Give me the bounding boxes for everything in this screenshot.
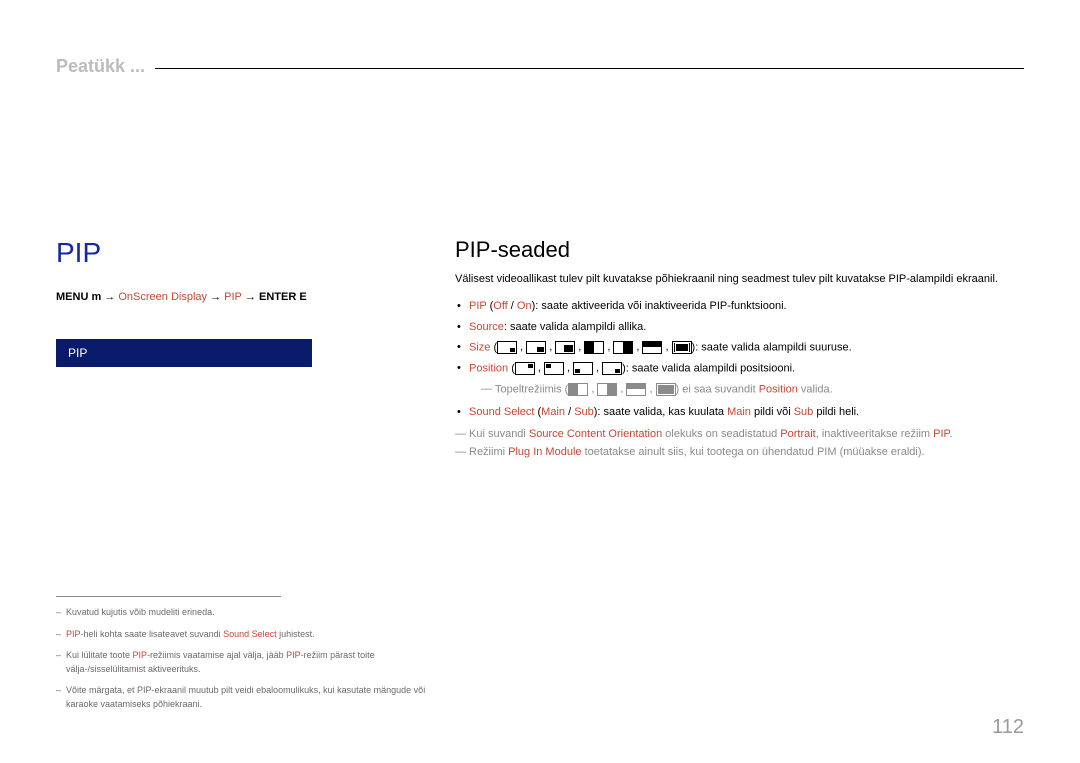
- n1-pre: Kui suvandi: [469, 428, 529, 440]
- arrow-icon: →: [104, 291, 115, 303]
- n1-mid: olekuks on seadistatud: [662, 428, 780, 440]
- fn3-pip1: PIP: [133, 650, 148, 660]
- fn3-mid: -režiimis vaatamise ajal välja, jääb: [147, 650, 286, 660]
- b1-on: On: [517, 300, 532, 312]
- b2-label: Source: [469, 321, 504, 333]
- sub-end: valida.: [798, 384, 833, 396]
- note-orientation: Kui suvandi Source Content Orientation o…: [455, 428, 1024, 440]
- b5-m1t: pildi või: [751, 406, 794, 418]
- menu-path: MENU m → OnScreen Display → PIP → ENTER …: [56, 291, 396, 303]
- b5-label: Sound Select: [469, 406, 534, 418]
- menu-suffix: ENTER E: [259, 291, 307, 303]
- pip-heading: PIP: [56, 237, 396, 269]
- intro-text: Välisest videoallikast tulev pilt kuvata…: [455, 273, 1024, 285]
- b5-m1: Main: [727, 406, 751, 418]
- b5-m2: Sub: [794, 406, 814, 418]
- sub-icon: [626, 383, 646, 396]
- footnote-4: Võite märgata, et PIP-ekraanil muutub pi…: [56, 684, 436, 711]
- position-subnote: Topeltrežiimis ( , , , ) ei saa suvandit…: [469, 380, 1024, 399]
- sub-acc: Position: [759, 384, 798, 396]
- chapter-label: Peatükk ...: [56, 56, 155, 77]
- arrow-icon: →: [210, 291, 221, 303]
- n1-mid2: , inaktiveeritakse režiim: [816, 428, 933, 440]
- fn2-pip: PIP: [66, 629, 81, 639]
- pip-box-label: PIP: [68, 346, 87, 360]
- b5-sep: /: [565, 406, 574, 418]
- sub-icon: [597, 383, 617, 396]
- page-number: 112: [992, 716, 1024, 739]
- n2-post: toetatakse ainult siis, kui tootega on ü…: [582, 446, 925, 458]
- b5-main: Main: [541, 406, 565, 418]
- footnote-rule: [56, 596, 281, 597]
- position-icons: , , ,: [515, 359, 622, 378]
- right-column: PIP-seaded Välisest videoallikast tulev …: [455, 237, 1024, 458]
- b1-off: Off: [493, 300, 507, 312]
- menu-seg-pip: PIP: [224, 291, 242, 303]
- size-icon: [613, 341, 633, 354]
- b4-label: Position: [469, 363, 508, 375]
- footnote-3: Kui lülitate toote PIP-režiimis vaatamis…: [56, 649, 436, 676]
- section-title: PIP-seaded: [455, 237, 1024, 263]
- size-icon: [526, 341, 546, 354]
- fn2-post: juhistest.: [277, 629, 315, 639]
- fn2-mid: -heli kohta saate lisateavet suvandi: [81, 629, 224, 639]
- n1-end: .: [949, 428, 952, 440]
- menu-seg-onscreen: OnScreen Display: [118, 291, 207, 303]
- b4-post: : saate valida alampildi positsiooni.: [626, 363, 795, 375]
- footnote-2: PIP-heli kohta saate lisateavet suvandi …: [56, 628, 436, 642]
- bullet-list: PIP (Off / On): saate aktiveerida või in…: [455, 297, 1024, 422]
- size-icon: [555, 341, 575, 354]
- pos-icon: [573, 362, 593, 375]
- b2-post: : saate valida alampildi allika.: [504, 321, 646, 333]
- sub-post: ) ei saa suvandit: [676, 384, 759, 396]
- b3-post: : saate valida alampildi suuruse.: [695, 342, 852, 354]
- b5-end: pildi heli.: [813, 406, 859, 418]
- size-icon: [497, 341, 517, 354]
- b3-label: Size: [469, 342, 490, 354]
- b5-mid: ): saate valida, kas kuulata: [594, 406, 727, 418]
- bullet-position: Position ( , , , ): saate valida alampil…: [455, 359, 1024, 399]
- menu-prefix: MENU m: [56, 291, 101, 303]
- bullet-sound-select: Sound Select (Main / Sub): saate valida,…: [455, 403, 1024, 422]
- footnote-1: Kuvatud kujutis võib mudeliti erineda.: [56, 606, 436, 620]
- b5-sub: Sub: [574, 406, 594, 418]
- bullet-source: Source: saate valida alampildi allika.: [455, 318, 1024, 337]
- b1-label: PIP: [469, 300, 487, 312]
- size-icon: [672, 341, 692, 354]
- pos-icon: [515, 362, 535, 375]
- note-plugin: Režiimi Plug In Module toetatakse ainult…: [455, 446, 1024, 458]
- pos-icon: [544, 362, 564, 375]
- size-icon: [642, 341, 662, 354]
- n1-a2: Portrait: [780, 428, 815, 440]
- sub-icons: , , ,: [568, 380, 675, 399]
- n1-a3: PIP: [933, 428, 949, 440]
- footnotes: Kuvatud kujutis võib mudeliti erineda. P…: [56, 606, 436, 719]
- n2-pre: Režiimi: [469, 446, 508, 458]
- pip-menu-box: PIP: [56, 339, 312, 367]
- n2-a1: Plug In Module: [508, 446, 581, 458]
- b1-post: ): saate aktiveerida või inaktiveerida P…: [532, 300, 787, 312]
- arrow-icon: →: [245, 291, 256, 303]
- left-column: PIP MENU m → OnScreen Display → PIP → EN…: [56, 237, 396, 367]
- fn2-soundselect: Sound Select: [223, 629, 277, 639]
- fn3-pip2: PIP: [286, 650, 301, 660]
- n1-a1: Source Content Orientation: [529, 428, 662, 440]
- size-icons: , , , , , ,: [497, 338, 691, 357]
- fn3-pre: Kui lülitate toote: [66, 650, 133, 660]
- bullet-size: Size ( , , , , , , ): saate valida alamp…: [455, 338, 1024, 357]
- header-rule: [56, 68, 1024, 69]
- sub-pre: Topeltrežiimis (: [495, 384, 568, 396]
- sub-icon: [568, 383, 588, 396]
- size-icon: [584, 341, 604, 354]
- pos-icon: [602, 362, 622, 375]
- bullet-pip: PIP (Off / On): saate aktiveerida või in…: [455, 297, 1024, 316]
- b1-sep: /: [508, 300, 517, 312]
- sub-icon: [656, 383, 676, 396]
